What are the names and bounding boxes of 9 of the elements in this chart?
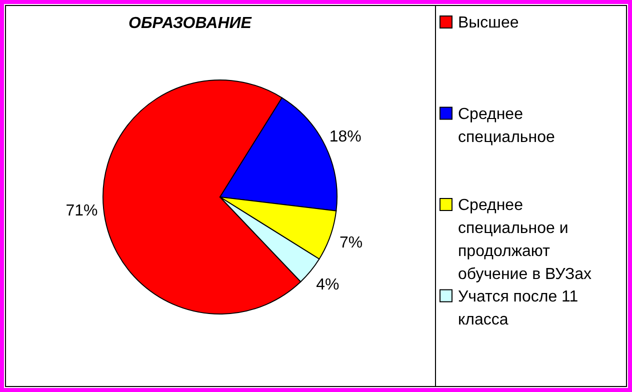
chart-title: ОБРАЗОВАНИЕ (128, 15, 253, 32)
data-label: 71% (66, 202, 98, 220)
legend-label: Высшее (458, 14, 519, 32)
legend-label: Среднее специальное и продолжают обучение в ВУЗах (458, 197, 592, 284)
legend-label: Среднее специальное (458, 106, 555, 146)
data-label: 4% (316, 276, 340, 294)
data-label: 7% (340, 234, 363, 252)
data-label: 18% (329, 128, 362, 146)
legend-label: Учатся после 11 класса (458, 288, 578, 328)
